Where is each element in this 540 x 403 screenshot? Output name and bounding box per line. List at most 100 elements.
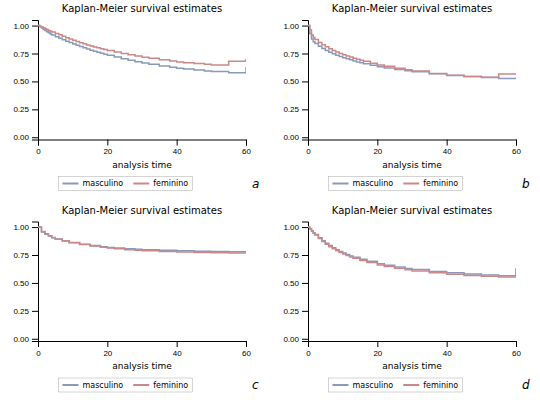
legend-frame: [328, 177, 462, 191]
tick-label: 0: [36, 349, 41, 358]
title: Kaplan-Meier survival estimates: [62, 205, 222, 216]
tick-mark: [246, 341, 247, 347]
axis-line: [39, 140, 247, 146]
tick-mark: [302, 54, 308, 55]
tick-mark: [177, 341, 178, 347]
axis-line: [302, 21, 309, 141]
tick-label: 0.50: [283, 77, 299, 86]
tick-label: 20: [103, 349, 112, 358]
tick-label: 60: [512, 147, 521, 156]
y-axis: 0.00 0.25 0.50 0.75 1.00: [13, 222, 38, 344]
tick: 0.50: [13, 279, 38, 288]
axis-line: [302, 222, 309, 342]
tick-label: 20: [373, 349, 382, 358]
y-axis: 0.000.250.500.751.00: [13, 21, 38, 143]
tick-label: 0.50: [13, 279, 29, 288]
tick-mark: [302, 255, 308, 256]
panel-label: c: [252, 378, 259, 392]
tick-mark: [377, 140, 378, 146]
survival-curve: [38, 26, 246, 73]
panel: 02040600.000.250.500.751.00Kaplan-Meier …: [13, 3, 259, 191]
legend-frame: [58, 378, 192, 392]
tick: 40: [173, 341, 182, 358]
legend-item: masculino: [332, 179, 393, 188]
legend-label: feminino: [423, 381, 458, 390]
tick-label: 40: [443, 147, 452, 156]
legend-label: masculino: [82, 381, 123, 390]
tick-label: 0.25: [283, 105, 299, 114]
tick-label: 0: [36, 147, 41, 156]
tick-mark: [32, 81, 38, 82]
tick-mark: [32, 109, 38, 110]
legend-item: masculino: [62, 179, 123, 188]
tick-mark: [32, 339, 38, 340]
legend-swatch: [403, 183, 419, 185]
tick-label: 0.00: [283, 335, 299, 344]
legend-item: feminino: [403, 381, 458, 390]
legend-swatch: [403, 384, 419, 386]
y-axis: 0.000.250.500.751.00: [283, 21, 308, 143]
legend-frame: [58, 177, 192, 191]
tick-mark: [177, 140, 178, 146]
tick-label: 1.00: [13, 223, 29, 232]
tick-mark: [107, 140, 108, 146]
tick-label: 60: [512, 349, 521, 358]
tick: 60: [242, 140, 251, 157]
tick: 0: [306, 341, 311, 358]
tick: 0: [36, 341, 41, 358]
tick: 0.75: [13, 251, 38, 260]
tick-label: 0.75: [283, 251, 299, 260]
tick-mark: [447, 140, 448, 146]
tick: 0: [306, 140, 311, 157]
tick-mark: [516, 140, 517, 146]
x-axis-label: analysis time: [112, 361, 172, 371]
tick-label: 0.25: [13, 307, 29, 316]
tick-label: 40: [173, 147, 182, 156]
tick-mark: [302, 81, 308, 82]
panel-label: a: [252, 177, 259, 191]
tick: 40: [173, 140, 182, 157]
plot-area: [38, 26, 246, 73]
tick-mark: [32, 311, 38, 312]
tick: 40: [443, 140, 452, 157]
tick: 0.00: [13, 335, 38, 344]
tick-label: 1.00: [13, 22, 29, 31]
tick-label: 20: [373, 147, 382, 156]
x-axis: 0204060: [306, 341, 521, 358]
x-axis: 0 20 40 60: [36, 341, 251, 358]
tick: 1.00: [13, 223, 38, 232]
axis-line: [39, 342, 247, 348]
panel: 02040600.000.250.500.751.00Kaplan-Meier …: [283, 3, 530, 191]
panel: 0 20 40 60 0.00 0.25 0.50 0.75 1.00 Kaplan-Meier …: [13, 205, 259, 393]
tick-label: 0: [306, 349, 311, 358]
tick-mark: [302, 26, 308, 27]
tick-label: 0.50: [13, 77, 29, 86]
axis-line: [309, 342, 517, 348]
survival-curve: [308, 26, 516, 78]
legend-item: feminino: [133, 179, 188, 188]
tick: 20: [103, 140, 112, 157]
plot-area: [308, 26, 516, 80]
tick-mark: [246, 140, 247, 146]
tick-label: 0.50: [283, 279, 299, 288]
x-axis: 0 20 40 60: [306, 140, 521, 157]
tick-mark: [32, 255, 38, 256]
tick-label: 0.00: [13, 133, 29, 142]
tick: 0.50: [283, 77, 308, 86]
axis-line: [309, 140, 517, 146]
tick: 0.75: [13, 50, 38, 59]
tick-label: 1.00: [283, 223, 299, 232]
tick-mark: [32, 227, 38, 228]
tick: 0.25: [283, 307, 308, 316]
tick-mark: [302, 109, 308, 110]
tick-label: 60: [242, 349, 251, 358]
legend-label: feminino: [423, 179, 458, 188]
tick-mark: [302, 227, 308, 228]
legend-swatch: [62, 183, 78, 185]
tick-label: 20: [103, 147, 112, 156]
tick: 20: [103, 341, 112, 358]
legend-swatch: [133, 384, 149, 386]
tick: 0: [36, 140, 41, 157]
tick: 1.00: [283, 223, 308, 232]
legend-label: masculino: [82, 179, 123, 188]
